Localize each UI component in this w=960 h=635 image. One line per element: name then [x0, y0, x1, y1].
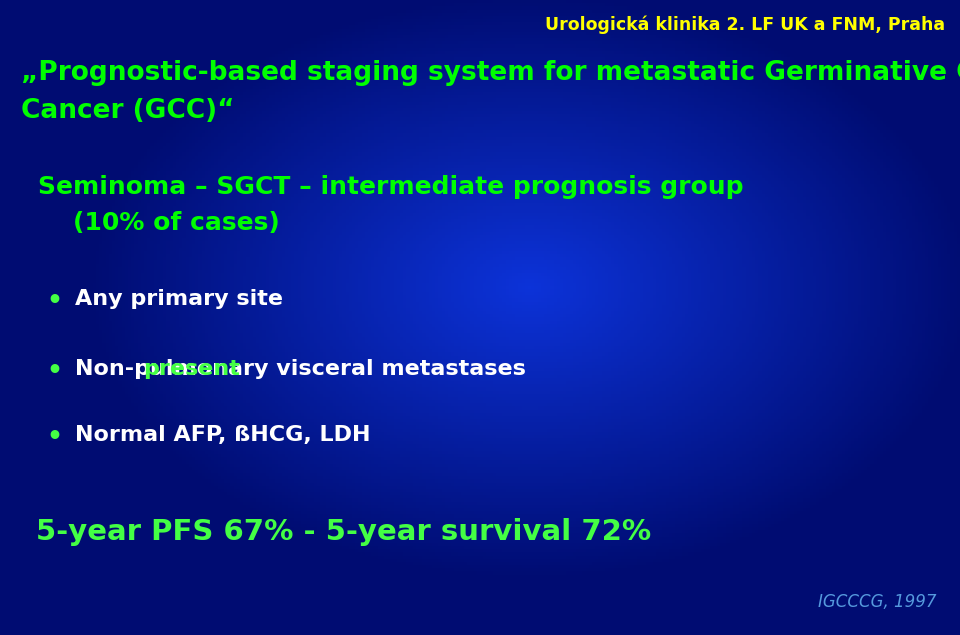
Text: Cancer (GCC)“: Cancer (GCC)“: [21, 98, 234, 124]
Text: •: •: [46, 425, 62, 450]
Text: •: •: [46, 289, 62, 313]
Text: Non-pulmonary visceral metastases: Non-pulmonary visceral metastases: [75, 359, 534, 378]
Text: Seminoma – SGCT – intermediate prognosis group: Seminoma – SGCT – intermediate prognosis…: [38, 175, 744, 199]
Text: present: present: [143, 359, 240, 378]
Text: 5-year PFS 67% - 5-year survival 72%: 5-year PFS 67% - 5-year survival 72%: [36, 518, 652, 545]
Text: Urologická klinika 2. LF UK a FNM, Praha: Urologická klinika 2. LF UK a FNM, Praha: [545, 16, 946, 34]
Text: IGCCCG, 1997: IGCCCG, 1997: [818, 593, 936, 611]
Text: •: •: [46, 359, 62, 383]
Text: „Prognostic-based staging system for metastatic Germinative Cell: „Prognostic-based staging system for met…: [21, 60, 960, 86]
Text: Any primary site: Any primary site: [75, 289, 283, 309]
Text: (10% of cases): (10% of cases): [38, 211, 280, 235]
Text: Normal AFP, ßHCG, LDH: Normal AFP, ßHCG, LDH: [75, 425, 371, 445]
